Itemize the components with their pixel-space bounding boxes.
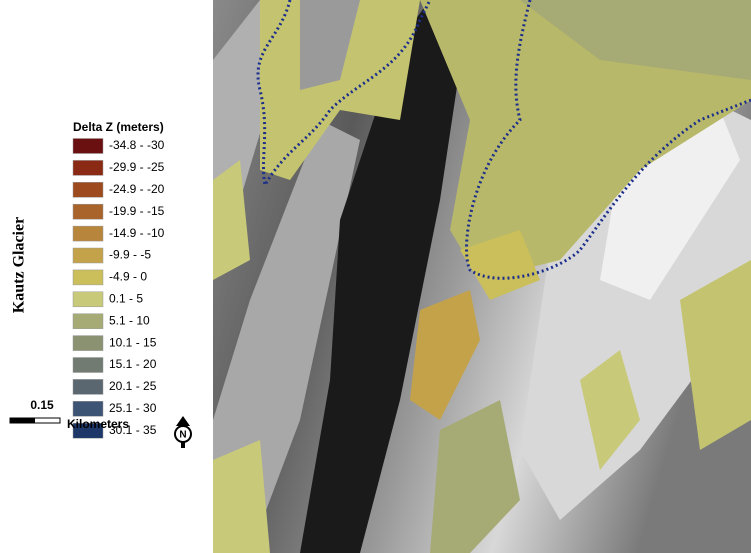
legend: -34.8 - -30 -29.9 - -25 -24.9 - -20 -19.9 -…	[73, 138, 165, 438]
legend-swatch	[73, 401, 103, 416]
legend-swatch	[73, 314, 103, 329]
legend-label: -14.9 - -10	[109, 226, 165, 240]
legend-swatch	[73, 379, 103, 394]
legend-label: -9.9 - -5	[109, 248, 151, 262]
map-title: Kautz Glacier	[11, 217, 28, 313]
legend-label: 10.1 - 15	[109, 335, 157, 349]
legend-swatch	[73, 160, 103, 175]
north-label: N	[179, 430, 186, 441]
legend-swatch	[73, 270, 103, 285]
legend-swatch	[73, 336, 103, 351]
legend-swatch	[73, 139, 103, 154]
legend-swatch	[73, 358, 103, 373]
legend-swatch	[73, 248, 103, 263]
legend-label: -24.9 - -20	[109, 182, 165, 196]
legend-swatch	[73, 226, 103, 241]
legend-swatch	[73, 204, 103, 219]
legend-label: -4.9 - 0	[109, 270, 147, 284]
legend-label: -34.8 - -30	[109, 138, 165, 152]
legend-label: 0.1 - 5	[109, 291, 143, 305]
scale-unit: Kilometers	[67, 417, 129, 431]
legend-swatch	[73, 182, 103, 197]
legend-swatch	[73, 292, 103, 307]
legend-label: -19.9 - -15	[109, 204, 165, 218]
legend-label: 15.1 - 20	[109, 357, 157, 371]
legend-label: 5.1 - 10	[109, 313, 150, 327]
legend-label: -29.9 - -25	[109, 160, 165, 174]
north-arrow: N	[175, 416, 191, 448]
map-layout: Kautz Glacier Delta Z (meters) -34.8 - -…	[0, 0, 751, 553]
legend-label: 25.1 - 30	[109, 401, 157, 415]
legend-label: 20.1 - 25	[109, 379, 157, 393]
scale-distance: 0.15	[30, 398, 54, 412]
legend-title: Delta Z (meters)	[73, 120, 164, 134]
map-image	[213, 0, 751, 553]
